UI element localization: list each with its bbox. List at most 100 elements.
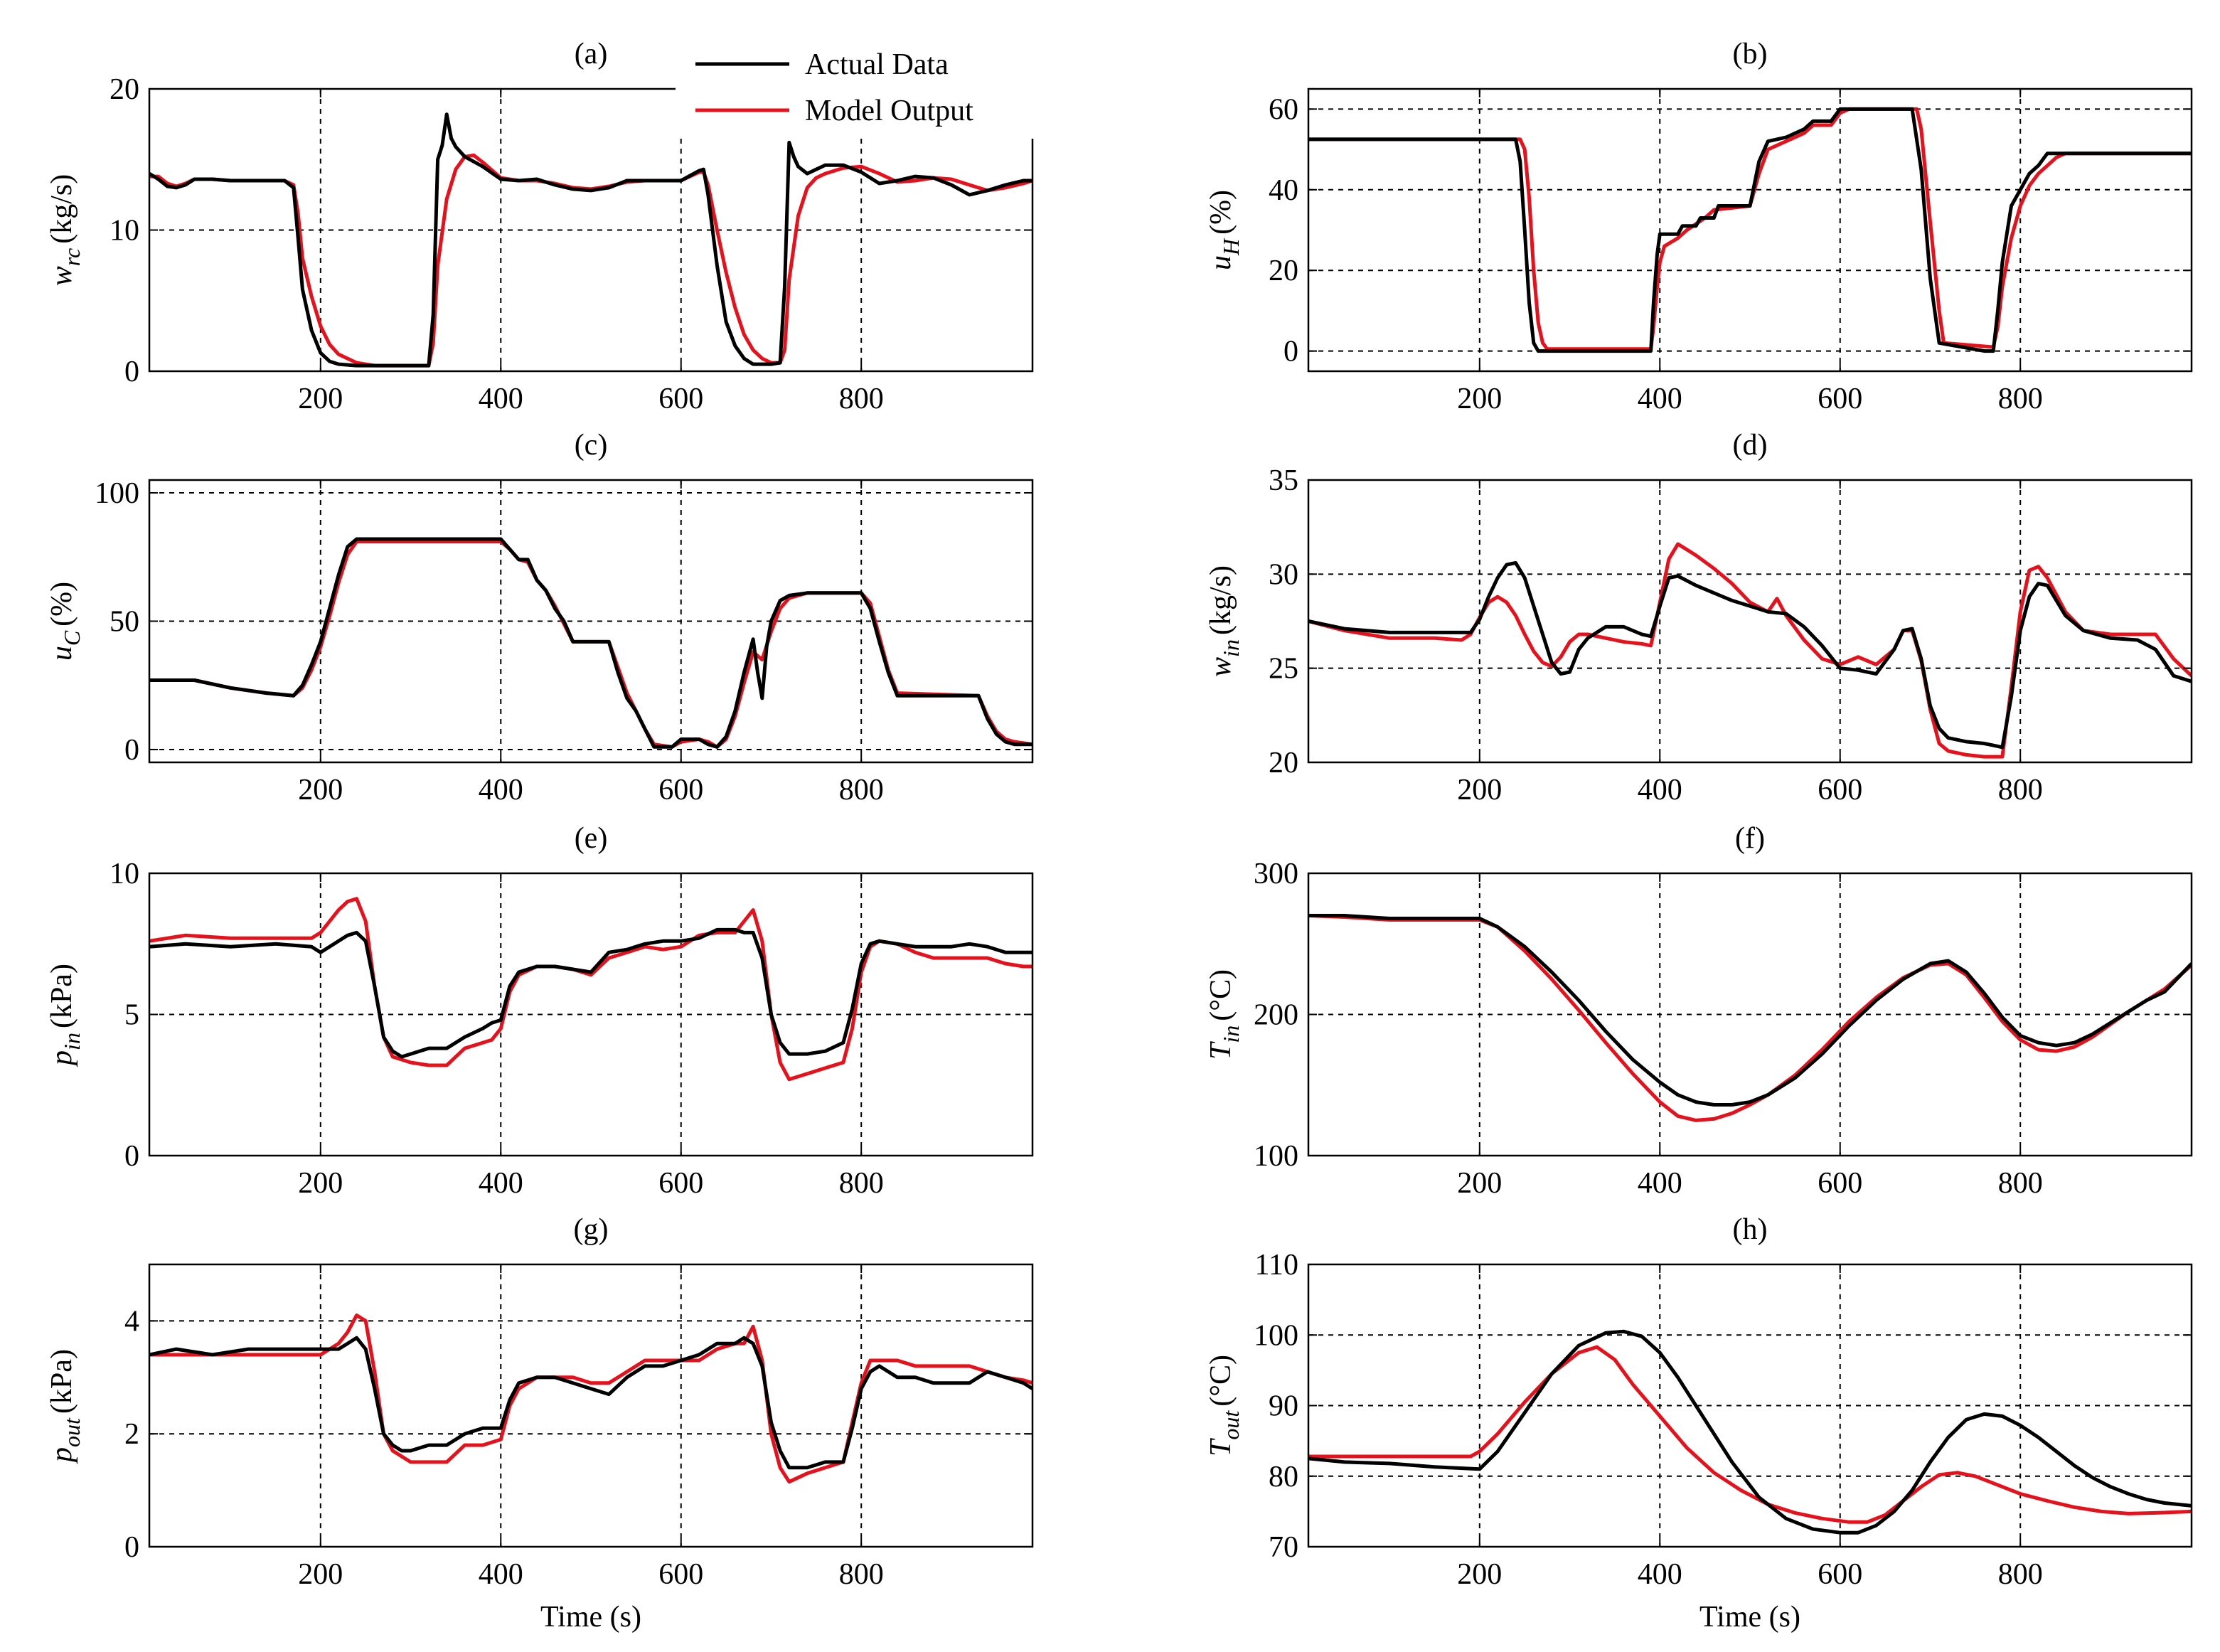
x-tick-label: 800 [1998, 774, 2043, 806]
chart-panel-g: 200 400 600 800 0 2 4 (g) pout(kPa) Time (s) [46, 1213, 1034, 1634]
y-tick-label: 100 [1254, 1140, 1298, 1173]
y-tick-label: 0 [124, 1531, 139, 1564]
chart-panel-c: 200 400 600 800 0 50 100 (c) uC(%) [46, 429, 1034, 806]
y-tick-label: 10 [110, 215, 139, 247]
x-tick-label: 600 [658, 383, 703, 415]
series-actual-e [149, 927, 1032, 1059]
grid-c [149, 480, 1032, 762]
x-tick-label: 400 [479, 1558, 523, 1591]
y-tick-label: 0 [124, 356, 139, 388]
x-axis-label-g: Time (s) [540, 1601, 641, 1634]
y-axis-label-c: uC(%) [46, 582, 85, 661]
y-tick-label: 70 [1269, 1531, 1298, 1564]
y-tick-label: 5 [124, 999, 139, 1032]
x-tick-label: 200 [298, 1558, 343, 1591]
x-tick-label: 800 [839, 1167, 884, 1200]
y-tick-label: 0 [124, 1140, 139, 1173]
x-tick-label: 200 [298, 383, 343, 415]
y-tick-label: 35 [1269, 464, 1298, 497]
y-axis-label-b: uH(%) [1205, 190, 1244, 270]
series-model-h [1308, 1345, 2192, 1524]
x-tick-label: 400 [1638, 383, 1682, 415]
y-tick-label: 20 [1269, 255, 1298, 287]
series-actual-a [149, 112, 1032, 368]
y-tick-label: 4 [124, 1305, 139, 1338]
grid-h [1308, 1264, 2192, 1547]
x-tick-label: 600 [658, 1167, 703, 1200]
x-tick-label: 200 [1457, 774, 1502, 806]
y-tick-label: 50 [110, 606, 139, 639]
y-tick-label: 2 [124, 1418, 139, 1451]
panel-label-h: (h) [1733, 1213, 1768, 1246]
x-tick-label: 400 [1638, 1558, 1682, 1591]
y-tick-label: 100 [95, 477, 139, 510]
y-tick-label: 100 [1254, 1319, 1298, 1352]
plot-frame-d [1307, 479, 2193, 764]
y-tick-label: 90 [1269, 1390, 1298, 1423]
y-tick-label: 0 [1284, 336, 1298, 368]
panel-label-b: (b) [1733, 38, 1768, 70]
chart-panel-h: 200 400 600 800 70 80 90 100 110 (h) Tout(°C) Time … [1205, 1213, 2193, 1634]
x-tick-label: 200 [1457, 1167, 1502, 1200]
x-tick-label: 600 [1818, 774, 1862, 806]
grid-f [1308, 873, 2192, 1156]
series-actual-h [1308, 1329, 2192, 1535]
y-axis-label-e: pin(kPa) [46, 964, 85, 1067]
x-tick-label: 200 [298, 774, 343, 806]
x-tick-label: 600 [1818, 1558, 1862, 1591]
grid-a [149, 89, 1032, 371]
y-axis-label-a: wrc(kg/s) [46, 174, 85, 286]
plot-frame-b [1307, 87, 2193, 373]
x-tick-label: 800 [1998, 1167, 2043, 1200]
legend: Actual Data Model Output [676, 39, 1038, 139]
panel-label-c: (c) [575, 429, 608, 462]
series-actual-g [149, 1336, 1032, 1470]
x-tick-label: 400 [479, 1167, 523, 1200]
chart-panel-e: 200 400 600 800 0 5 10 (e) pin(kPa) [46, 822, 1034, 1200]
panel-label-e: (e) [575, 822, 608, 855]
x-tick-label: 400 [479, 774, 523, 806]
x-tick-label: 600 [658, 774, 703, 806]
chart-panel-b: 200 400 600 800 0 20 40 60 (b) uH(%) [1205, 38, 2193, 415]
grid-b [1308, 89, 2192, 371]
x-tick-label: 200 [1457, 383, 1502, 415]
x-tick-label: 600 [1818, 1167, 1862, 1200]
y-tick-label: 20 [1269, 747, 1298, 779]
x-tick-label: 800 [839, 383, 884, 415]
panel-label-d: (d) [1733, 429, 1768, 462]
y-tick-label: 30 [1269, 558, 1298, 591]
y-tick-label: 80 [1269, 1461, 1298, 1493]
y-tick-label: 0 [124, 734, 139, 767]
legend-actual-label: Actual Data [805, 48, 949, 81]
series-actual-f [1308, 914, 2192, 1107]
series-actual-c [149, 537, 1032, 749]
x-tick-label: 800 [1998, 383, 2043, 415]
y-tick-label: 25 [1269, 653, 1298, 686]
y-tick-label: 200 [1254, 999, 1298, 1032]
series-model-b [1308, 107, 2192, 351]
series-actual-d [1308, 561, 2192, 750]
chart-panel-d: 200 400 600 800 20 25 30 35 (d) win(kg/s) [1205, 429, 2193, 806]
series-model-d [1308, 542, 2192, 759]
x-tick-label: 800 [1998, 1558, 2043, 1591]
series-actual-b [1308, 107, 2192, 353]
series-model-g [149, 1313, 1032, 1484]
y-axis-label-d: win(kg/s) [1205, 565, 1244, 677]
y-tick-label: 20 [110, 73, 139, 106]
panel-label-f: (f) [1735, 822, 1765, 855]
x-tick-label: 400 [479, 383, 523, 415]
y-tick-label: 110 [1255, 1249, 1298, 1281]
y-tick-label: 10 [110, 858, 139, 890]
y-tick-label: 60 [1269, 93, 1298, 126]
legend-model-label: Model Output [805, 95, 973, 127]
x-tick-label: 800 [839, 1558, 884, 1591]
x-tick-label: 200 [1457, 1558, 1502, 1591]
x-tick-label: 400 [1638, 774, 1682, 806]
legend-box [676, 39, 1038, 139]
y-tick-label: 40 [1269, 174, 1298, 207]
x-tick-label: 600 [1818, 383, 1862, 415]
chart-panel-a: 200 400 600 800 0 10 20 (a) wrc(kg/s) [46, 38, 1034, 415]
